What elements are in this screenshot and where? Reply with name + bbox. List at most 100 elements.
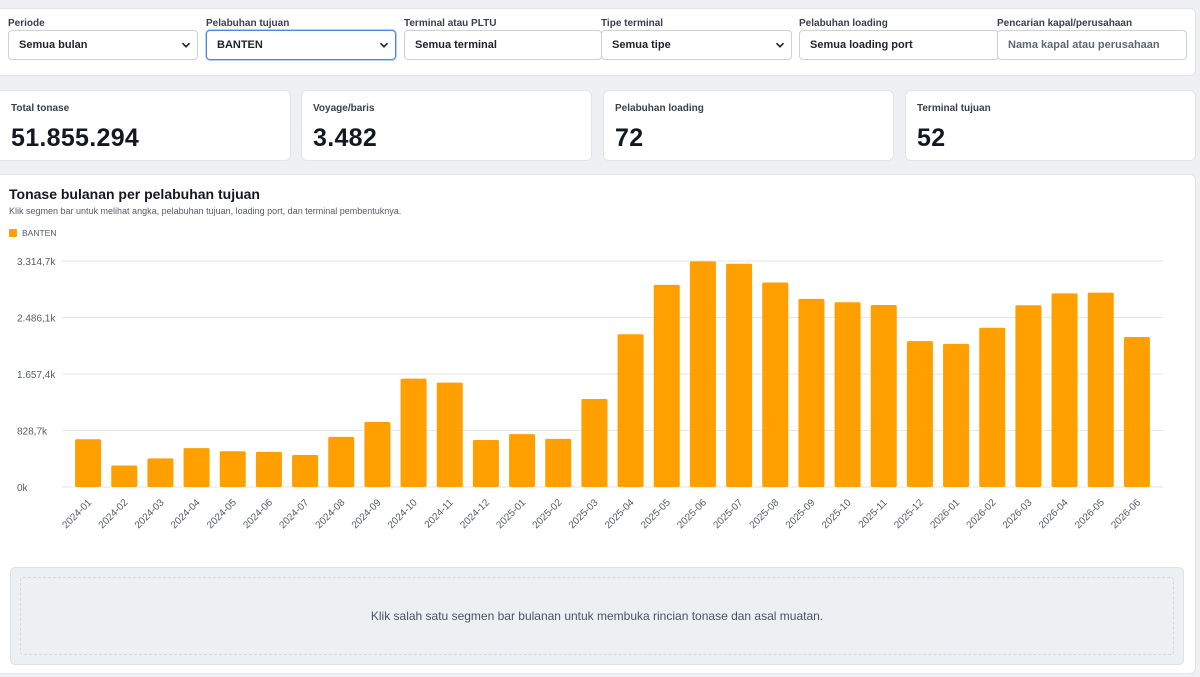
bar-2025-06[interactable] [689, 261, 716, 487]
x-tick-label: 2024-04 [169, 497, 203, 531]
detail-hint: Klik salah satu segmen bar bulanan untuk… [370, 609, 824, 623]
bar-2025-04[interactable] [617, 334, 644, 487]
x-tick-label: 2025-09 [784, 497, 818, 531]
search-input[interactable]: Nama kapal atau perusahaan [997, 30, 1187, 60]
filter-pelabuhan-tujuan: Pelabuhan tujuan [206, 17, 289, 31]
bar-2024-10[interactable] [400, 378, 427, 487]
filter-tipe-terminal: Tipe terminal [601, 17, 663, 31]
x-tick-label: 2024-03 [133, 497, 167, 531]
bar-2026-03[interactable] [1015, 305, 1042, 487]
detail-placeholder: Klik salah satu segmen bar bulanan untuk… [20, 577, 1174, 655]
stat-card-pelabuhan-loading: Pelabuhan loading 72 [603, 90, 894, 161]
filter-terminal: Terminal atau PLTU [404, 17, 496, 31]
bar-2024-09[interactable] [364, 421, 391, 487]
bar-2024-03[interactable] [147, 458, 174, 487]
y-tick-label: 828,7k [17, 427, 48, 438]
bar-2025-07[interactable] [726, 263, 753, 487]
chart-subtitle: Klik segmen bar untuk melihat angka, pel… [9, 206, 402, 216]
x-tick-label: 2025-12 [892, 497, 926, 531]
stat-label: Voyage/baris [313, 103, 375, 114]
x-tick-label: 2024-07 [277, 497, 311, 531]
y-tick-label: 2.486,1k [17, 314, 56, 325]
bar-2025-02[interactable] [545, 438, 572, 487]
x-tick-label: 2025-04 [603, 497, 637, 531]
pelabuhan-tujuan-label: Pelabuhan tujuan [206, 18, 290, 29]
bar-2026-01[interactable] [943, 343, 970, 487]
bar-2024-07[interactable] [292, 454, 319, 487]
tipe-terminal-value: Semua tipe [612, 39, 671, 51]
x-tick-label: 2024-12 [458, 497, 492, 531]
x-tick-label: 2025-07 [711, 497, 745, 531]
y-tick-label: 0k [17, 483, 29, 494]
bar-2024-08[interactable] [328, 436, 355, 487]
x-tick-label: 2026-03 [1001, 497, 1035, 531]
tipe-terminal-select[interactable]: Semua tipe [601, 30, 792, 60]
bar-2024-12[interactable] [472, 439, 499, 487]
terminal-input[interactable]: Semua terminal [404, 30, 602, 60]
bar-2024-06[interactable] [255, 451, 282, 487]
stat-label: Pelabuhan loading [615, 103, 704, 114]
chart-card: 0k 828,7k 1.657,4k 2.486,1k 3.314,7k 2024-01 2… [0, 174, 1196, 674]
x-tick-label: 2025-03 [567, 497, 601, 531]
bar-2024-05[interactable] [219, 451, 246, 487]
pelabuhan-tujuan-value: BANTEN [217, 39, 263, 51]
bar-2024-01[interactable] [75, 439, 102, 487]
periode-select[interactable]: Semua bulan [8, 30, 198, 60]
x-tick-label: 2025-08 [748, 497, 782, 531]
terminal-label: Terminal atau PLTU [404, 18, 497, 29]
bar-2024-02[interactable] [111, 465, 138, 487]
pencarian-label: Pencarian kapal/perusahaan [997, 18, 1133, 29]
filter-pelabuhan-loading: Pelabuhan loading [799, 17, 888, 31]
bar-2025-09[interactable] [798, 298, 825, 487]
legend-swatch [9, 229, 17, 237]
x-tick-label: 2024-05 [205, 497, 239, 531]
x-tick-label: 2026-01 [928, 497, 962, 531]
bar-2025-08[interactable] [762, 282, 789, 487]
y-tick-label: 3.314,7k [17, 257, 56, 268]
bar-2024-11[interactable] [436, 382, 463, 487]
x-tick-label: 2025-10 [820, 497, 854, 531]
x-tick-label: 2025-06 [675, 497, 709, 531]
bar-2025-10[interactable] [834, 302, 861, 487]
pelabuhan-loading-label: Pelabuhan loading [799, 18, 888, 29]
bar-2025-12[interactable] [906, 341, 933, 487]
legend-label: BANTEN [22, 228, 57, 238]
terminal-value: Semua terminal [415, 39, 497, 51]
x-tick-label: 2026-02 [965, 497, 999, 531]
stat-card-total-tonase: Total tonase 51.855.294 [0, 90, 291, 161]
bar-2026-04[interactable] [1051, 293, 1078, 487]
x-tick-label: 2024-09 [350, 497, 384, 531]
x-tick-label: 2026-05 [1073, 497, 1107, 531]
chevron-down-icon [181, 42, 191, 48]
stat-value: 52 [917, 124, 946, 152]
x-tick-label: 2025-05 [639, 497, 673, 531]
pelabuhan-tujuan-select[interactable]: BANTEN [206, 30, 396, 60]
y-tick-label: 1.657,4k [17, 370, 56, 381]
detail-panel: Klik salah satu segmen bar bulanan untuk… [10, 567, 1184, 665]
bar-2025-11[interactable] [870, 304, 897, 487]
x-tick-label: 2024-11 [423, 497, 457, 531]
chevron-down-icon [775, 42, 785, 48]
chart-legend[interactable]: BANTEN [9, 227, 56, 239]
x-tick-label: 2026-06 [1109, 497, 1143, 531]
bar-2025-03[interactable] [581, 399, 608, 487]
stat-label: Total tonase [11, 103, 70, 114]
tipe-terminal-label: Tipe terminal [601, 18, 664, 29]
bar-2026-06[interactable] [1123, 337, 1150, 487]
stat-value: 51.855.294 [11, 124, 140, 152]
bar-2025-01[interactable] [509, 434, 536, 487]
filter-pencarian: Pencarian kapal/perusahaan [997, 17, 1132, 31]
bar-2026-02[interactable] [979, 327, 1006, 487]
x-tick-label: 2024-06 [241, 497, 275, 531]
x-tick-label: 2026-04 [1037, 497, 1071, 531]
x-tick-label: 2024-02 [97, 497, 131, 531]
stat-value: 3.482 [313, 124, 378, 152]
pelabuhan-loading-value: Semua loading port [810, 39, 913, 51]
bar-2025-05[interactable] [653, 284, 680, 487]
bar-2026-05[interactable] [1087, 292, 1114, 487]
pelabuhan-loading-input[interactable]: Semua loading port [799, 30, 999, 60]
x-tick-label: 2025-11 [857, 497, 891, 531]
stat-card-terminal-tujuan: Terminal tujuan 52 [905, 90, 1196, 161]
bar-2024-04[interactable] [183, 448, 210, 487]
